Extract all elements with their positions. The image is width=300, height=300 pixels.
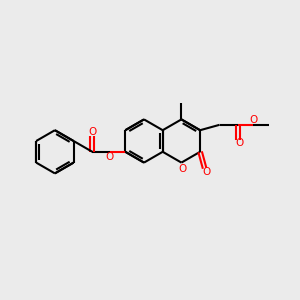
Text: O: O (249, 115, 257, 125)
Text: O: O (202, 167, 210, 177)
Text: O: O (236, 138, 244, 148)
Text: O: O (106, 152, 114, 162)
Text: O: O (88, 127, 96, 137)
Text: O: O (178, 164, 186, 174)
